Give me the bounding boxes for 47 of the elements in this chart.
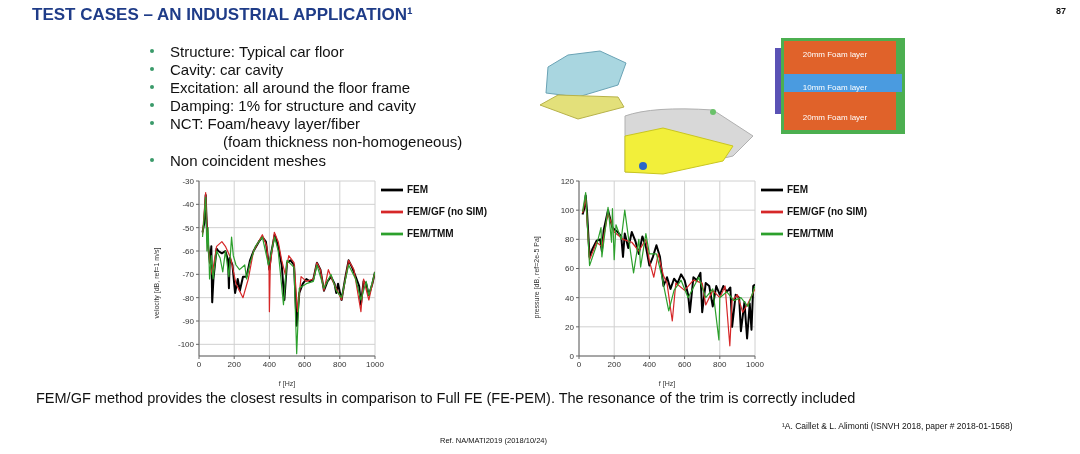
text: ¹A. Caillet & L. Alimonti (ISNVH 2018, paper # 2018-01-1568) (782, 421, 1013, 431)
text: Excitation: all around the floor frame (170, 79, 411, 96)
y-tick-label: -30 (182, 176, 195, 186)
text: Non coincident meshes (170, 152, 326, 169)
x-tick-label: 200 (607, 359, 622, 369)
y-tick-label: -100 (177, 340, 195, 350)
y-tick-label: -90 (182, 316, 195, 326)
text: (foam thickness non-homogeneous) (223, 133, 463, 150)
chart-title: TEST CASES – AN INDUSTRIAL APPLICATION¹ (32, 5, 413, 25)
text: NCT: Foam/heavy layer/fiber (170, 115, 361, 132)
legend-label: FEM (787, 183, 809, 195)
legend-label: FEM/TMM (787, 227, 834, 239)
x-tick-label: 800 (333, 359, 348, 369)
x-tick-label: 1000 (746, 359, 765, 369)
y-tick-label: 0 (569, 351, 575, 361)
x-tick-label: 0 (576, 359, 582, 369)
x-tick-label: 200 (227, 359, 242, 369)
x-tick-label: 0 (196, 359, 202, 369)
text: Cavity: car cavity (170, 61, 284, 78)
legend-label: FEM/GF (no SIM) (407, 205, 487, 217)
x-tick-label: 600 (297, 359, 312, 369)
text: Structure: Typical car floor (170, 43, 344, 60)
y-tick-label: -40 (182, 200, 195, 210)
y-tick-label: 80 (565, 235, 575, 245)
x-tick-label: 1000 (366, 359, 385, 369)
text: 20mm Foam layer (802, 50, 868, 59)
x-tick-label: 800 (713, 359, 728, 369)
legend-label: FEM/TMM (407, 227, 454, 239)
y-tick-label: -60 (182, 246, 195, 256)
y-tick-label: 40 (565, 293, 575, 303)
text: 87 (1056, 6, 1067, 16)
text: 10mm Foam layer (802, 83, 868, 92)
y-tick-label: 20 (565, 322, 575, 332)
y-tick-label: 100 (560, 206, 575, 216)
y-tick-label: 60 (565, 264, 575, 274)
legend-label: FEM/GF (no SIM) (787, 205, 867, 217)
text: 20mm Foam layer (802, 113, 868, 122)
text: Damping: 1% for structure and cavity (170, 97, 416, 114)
legend-label: FEM (407, 183, 429, 195)
y-tick-label: -80 (182, 293, 195, 303)
x-tick-label: 400 (262, 359, 277, 369)
text: FEM/GF method provides the closest results in comparison to Full FE (FE-PEM). The resonance of the trim is correctly included (36, 390, 856, 406)
y-tick-label: -50 (182, 223, 195, 233)
y-tick-label: -70 (182, 270, 195, 280)
x-tick-label: 600 (677, 359, 692, 369)
x-tick-label: 400 (642, 359, 657, 369)
y-tick-label: 120 (560, 176, 575, 186)
